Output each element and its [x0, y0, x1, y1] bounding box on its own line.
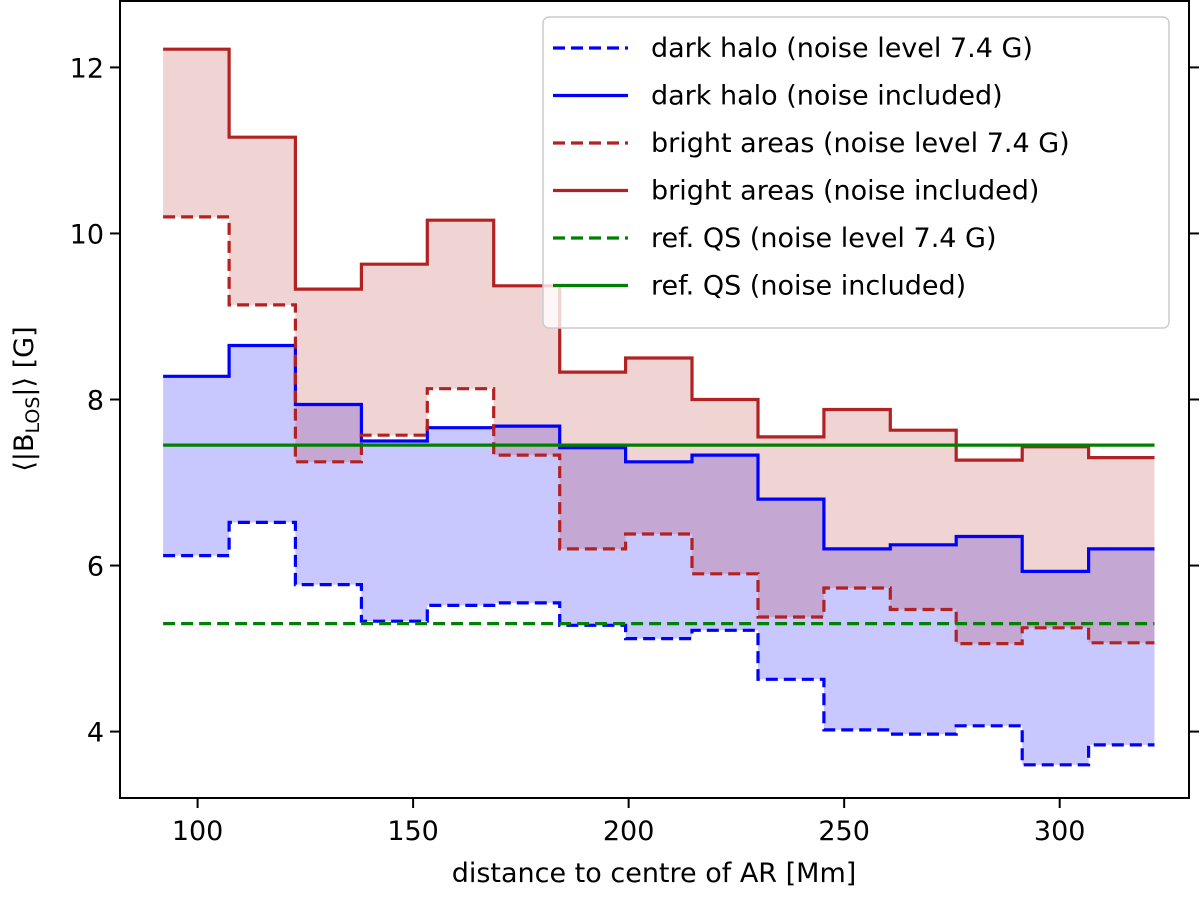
legend-label-0: dark halo (noise level 7.4 G)	[651, 33, 1033, 64]
ticks-layer: 100 150 200 250 300 4 6 8 10 12	[70, 0, 1199, 847]
x-tick-label: 300	[1034, 816, 1086, 847]
legend-label-3: bright areas (noise included)	[651, 176, 1039, 207]
y-axis-label-prefix: ⟨|B	[9, 433, 40, 471]
legend: dark halo (noise level 7.4 G) dark halo (…	[542, 16, 1170, 329]
x-tick-label: 250	[818, 816, 870, 847]
series-line-2	[163, 215, 1155, 646]
y-axis-label-suffix: |⟩ [G]	[9, 326, 40, 396]
y-tick-label: 12	[70, 53, 104, 84]
series-layer	[163, 47, 1155, 767]
legend-label-5: ref. QS (noise included)	[651, 271, 966, 302]
fill-band-0	[163, 345, 1155, 765]
x-tick-label: 100	[172, 816, 224, 847]
series-line-1	[163, 343, 1155, 573]
y-axis-label-subscript: LOS	[22, 397, 44, 434]
x-axis-label: distance to centre of AR [Mm]	[452, 858, 857, 889]
y-tick-label: 4	[87, 718, 104, 749]
x-tick-label: 200	[603, 816, 655, 847]
x-tick-label: 150	[387, 816, 439, 847]
y-tick-label: 10	[70, 219, 104, 250]
fill-band-1	[163, 49, 1155, 644]
legend-label-2: bright areas (noise level 7.4 G)	[651, 128, 1070, 159]
fills-layer	[163, 49, 1155, 765]
y-tick-label: 6	[87, 552, 104, 583]
series-line-3	[163, 47, 1155, 462]
y-tick-label: 8	[87, 386, 104, 417]
legend-label-4: ref. QS (noise level 7.4 G)	[651, 223, 997, 254]
legend-label-1: dark halo (noise included)	[651, 81, 1003, 112]
legend-box	[542, 16, 1170, 329]
legend-items: dark halo (noise level 7.4 G) dark halo (…	[553, 33, 1070, 302]
y-axis-label: ⟨|BLOS|⟩ [G]	[9, 326, 44, 471]
